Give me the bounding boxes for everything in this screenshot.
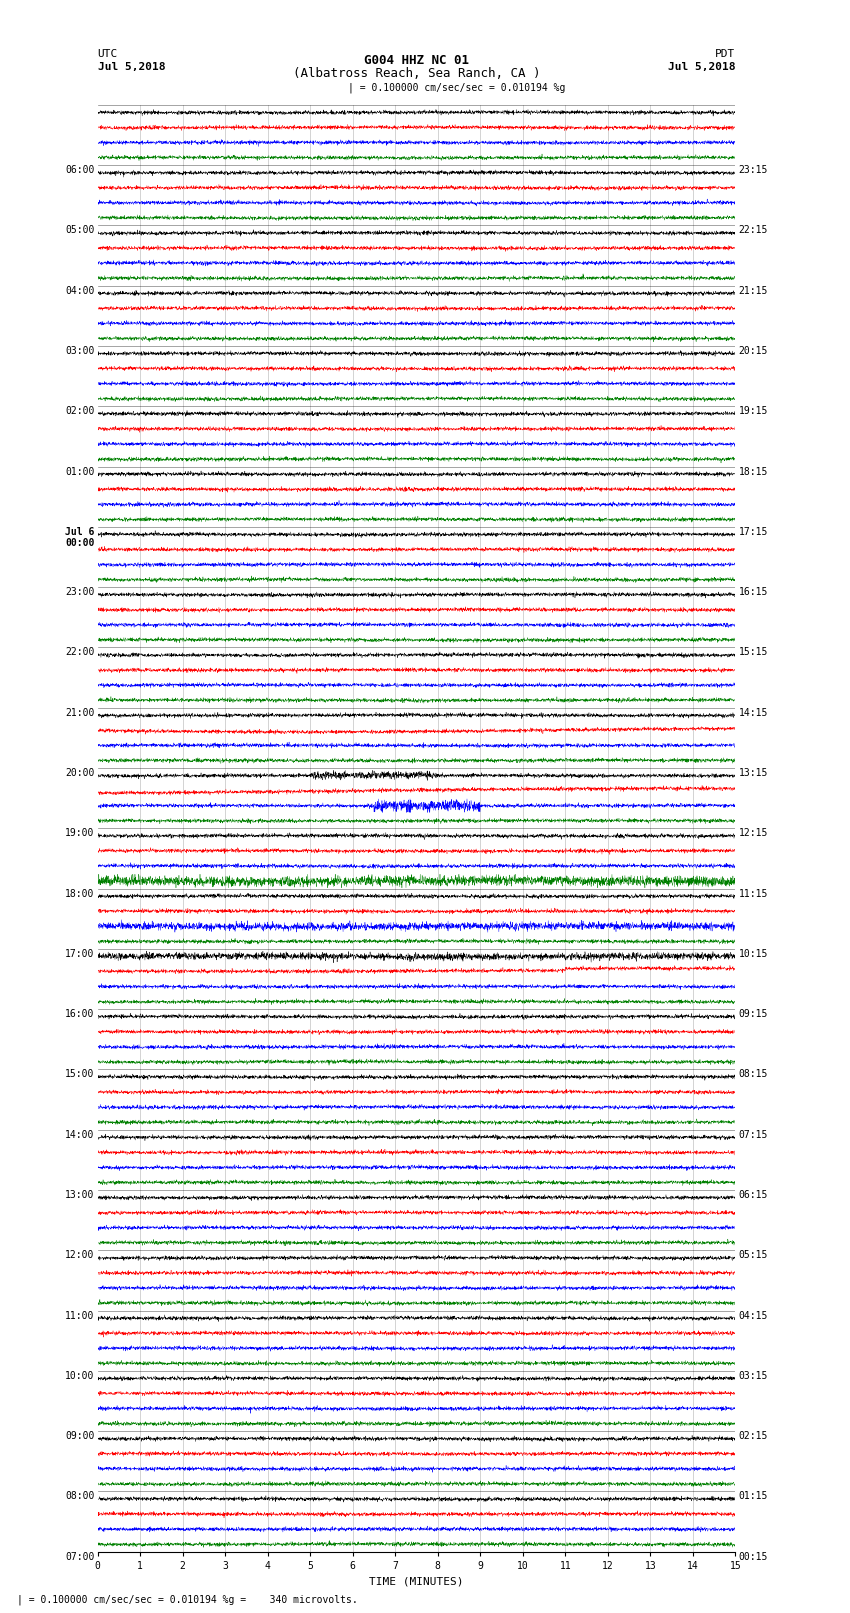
- Text: 05:00: 05:00: [65, 226, 94, 235]
- Text: 10:00: 10:00: [65, 1371, 94, 1381]
- Text: 18:15: 18:15: [739, 466, 768, 476]
- Text: 16:15: 16:15: [739, 587, 768, 597]
- Text: 21:15: 21:15: [739, 286, 768, 295]
- Text: 01:00: 01:00: [65, 466, 94, 476]
- Text: 20:00: 20:00: [65, 768, 94, 777]
- Text: 03:15: 03:15: [739, 1371, 768, 1381]
- Text: 02:00: 02:00: [65, 406, 94, 416]
- Text: 12:15: 12:15: [739, 829, 768, 839]
- Text: 23:15: 23:15: [739, 165, 768, 176]
- Text: PDT: PDT: [715, 48, 735, 58]
- Text: | = 0.100000 cm/sec/sec = 0.010194 %g: | = 0.100000 cm/sec/sec = 0.010194 %g: [348, 82, 566, 92]
- Text: 04:00: 04:00: [65, 286, 94, 295]
- Text: 05:15: 05:15: [739, 1250, 768, 1260]
- X-axis label: TIME (MINUTES): TIME (MINUTES): [369, 1576, 464, 1586]
- Text: 19:00: 19:00: [65, 829, 94, 839]
- Text: 14:15: 14:15: [739, 708, 768, 718]
- Text: 19:15: 19:15: [739, 406, 768, 416]
- Text: 17:15: 17:15: [739, 527, 768, 537]
- Text: 22:15: 22:15: [739, 226, 768, 235]
- Text: | = 0.100000 cm/sec/sec = 0.010194 %g =    340 microvolts.: | = 0.100000 cm/sec/sec = 0.010194 %g = …: [17, 1594, 358, 1605]
- Text: 13:15: 13:15: [739, 768, 768, 777]
- Text: 04:15: 04:15: [739, 1310, 768, 1321]
- Text: 20:15: 20:15: [739, 347, 768, 356]
- Text: 12:00: 12:00: [65, 1250, 94, 1260]
- Text: 22:00: 22:00: [65, 647, 94, 658]
- Text: 18:00: 18:00: [65, 889, 94, 898]
- Text: (Albatross Reach, Sea Ranch, CA ): (Albatross Reach, Sea Ranch, CA ): [292, 66, 541, 79]
- Text: 21:00: 21:00: [65, 708, 94, 718]
- Text: 03:00: 03:00: [65, 347, 94, 356]
- Text: 08:00: 08:00: [65, 1492, 94, 1502]
- Text: Jul 5,2018: Jul 5,2018: [98, 61, 165, 71]
- Text: 00:15: 00:15: [739, 1552, 768, 1561]
- Text: 08:15: 08:15: [739, 1069, 768, 1079]
- Text: 15:00: 15:00: [65, 1069, 94, 1079]
- Text: 07:00: 07:00: [65, 1552, 94, 1561]
- Text: 11:15: 11:15: [739, 889, 768, 898]
- Text: 06:00: 06:00: [65, 165, 94, 176]
- Text: 15:15: 15:15: [739, 647, 768, 658]
- Text: 09:00: 09:00: [65, 1431, 94, 1440]
- Text: Jul 6
00:00: Jul 6 00:00: [65, 527, 94, 548]
- Text: 10:15: 10:15: [739, 948, 768, 958]
- Text: UTC: UTC: [98, 48, 118, 58]
- Text: 14:00: 14:00: [65, 1129, 94, 1140]
- Text: 23:00: 23:00: [65, 587, 94, 597]
- Text: 17:00: 17:00: [65, 948, 94, 958]
- Text: 07:15: 07:15: [739, 1129, 768, 1140]
- Text: 13:00: 13:00: [65, 1190, 94, 1200]
- Text: G004 HHZ NC 01: G004 HHZ NC 01: [364, 53, 469, 66]
- Text: 01:15: 01:15: [739, 1492, 768, 1502]
- Text: 09:15: 09:15: [739, 1010, 768, 1019]
- Text: 16:00: 16:00: [65, 1010, 94, 1019]
- Text: Jul 5,2018: Jul 5,2018: [668, 61, 735, 71]
- Text: 02:15: 02:15: [739, 1431, 768, 1440]
- Text: 06:15: 06:15: [739, 1190, 768, 1200]
- Text: 11:00: 11:00: [65, 1310, 94, 1321]
